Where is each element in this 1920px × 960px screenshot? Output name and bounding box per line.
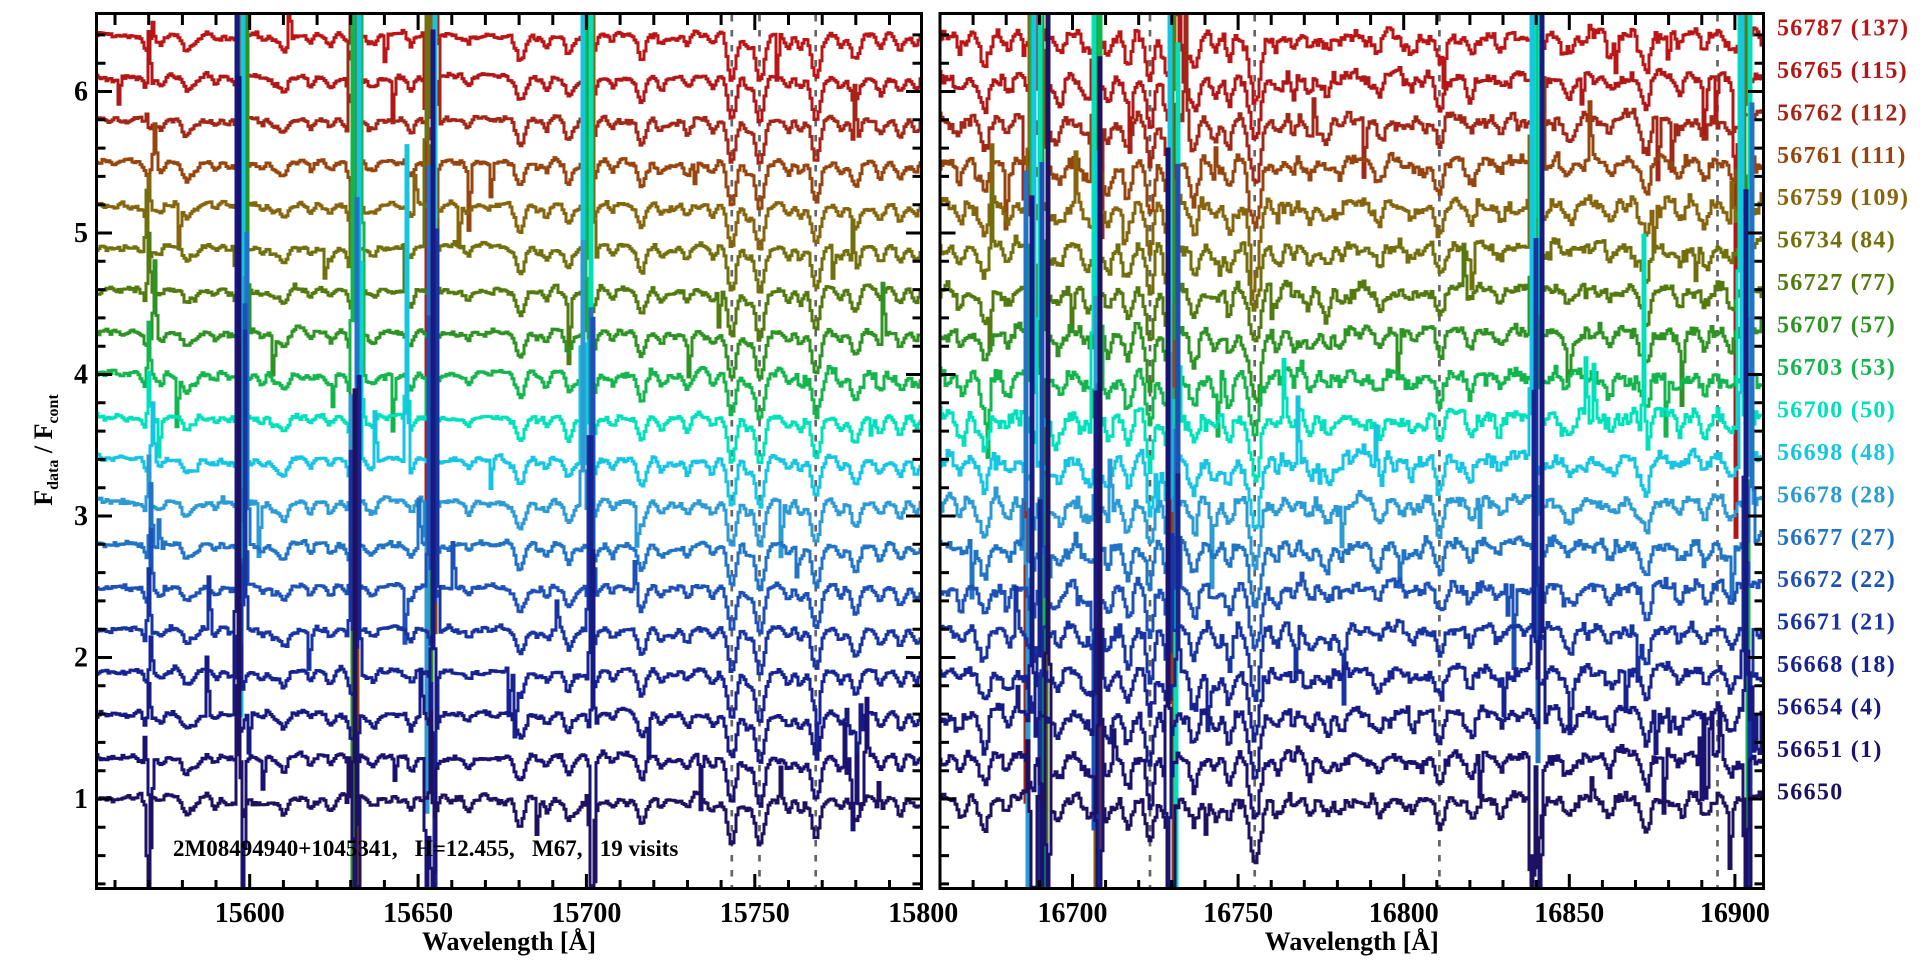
svg-text:56650: 56650 <box>1777 780 1844 806</box>
svg-text:6: 6 <box>74 77 88 108</box>
svg-text:56703 (53): 56703 (53) <box>1777 355 1896 381</box>
svg-text:56761 (111): 56761 (111) <box>1777 143 1907 169</box>
svg-text:16800: 16800 <box>1369 898 1439 929</box>
svg-text:15700: 15700 <box>551 898 621 929</box>
svg-text:4: 4 <box>74 360 88 391</box>
svg-text:56762 (112): 56762 (112) <box>1777 100 1908 126</box>
svg-text:56698 (48): 56698 (48) <box>1777 440 1896 466</box>
svg-text:56734 (84): 56734 (84) <box>1777 228 1896 254</box>
svg-text:56787 (137): 56787 (137) <box>1777 15 1909 41</box>
svg-text:56668 (18): 56668 (18) <box>1777 652 1896 678</box>
svg-text:16850: 16850 <box>1534 898 1604 929</box>
svg-text:Wavelength [Å]: Wavelength [Å] <box>422 927 596 956</box>
svg-text:15600: 15600 <box>215 898 285 929</box>
svg-text:1: 1 <box>74 784 88 815</box>
svg-text:56700 (50): 56700 (50) <box>1777 397 1896 423</box>
svg-text:15650: 15650 <box>383 898 453 929</box>
svg-text:2M08494940+1045341, H=12.455: 2M08494940+1045341, H=12.455, M67, 19 vi… <box>173 836 678 861</box>
svg-text:16900: 16900 <box>1700 898 1770 929</box>
svg-text:Wavelength [Å]: Wavelength [Å] <box>1265 927 1439 956</box>
svg-text:56727 (77): 56727 (77) <box>1777 270 1896 296</box>
svg-text:3: 3 <box>74 501 88 532</box>
svg-text:56654 (4): 56654 (4) <box>1777 695 1883 721</box>
svg-text:16700: 16700 <box>1038 898 1108 929</box>
svg-text:56765 (115): 56765 (115) <box>1777 58 1908 84</box>
svg-text:56671 (21): 56671 (21) <box>1777 610 1896 636</box>
svg-text:56678 (28): 56678 (28) <box>1777 482 1896 508</box>
svg-text:56759 (109): 56759 (109) <box>1777 185 1909 211</box>
svg-text:16750: 16750 <box>1203 898 1273 929</box>
svg-text:56651 (1): 56651 (1) <box>1777 737 1883 763</box>
svg-text:15750: 15750 <box>720 898 790 929</box>
svg-text:2: 2 <box>74 643 88 674</box>
svg-text:15800: 15800 <box>888 898 958 929</box>
svg-text:56707 (57): 56707 (57) <box>1777 313 1896 339</box>
svg-text:56677 (27): 56677 (27) <box>1777 525 1896 551</box>
svg-text:56672 (22): 56672 (22) <box>1777 567 1896 593</box>
svg-text:5: 5 <box>74 218 88 249</box>
